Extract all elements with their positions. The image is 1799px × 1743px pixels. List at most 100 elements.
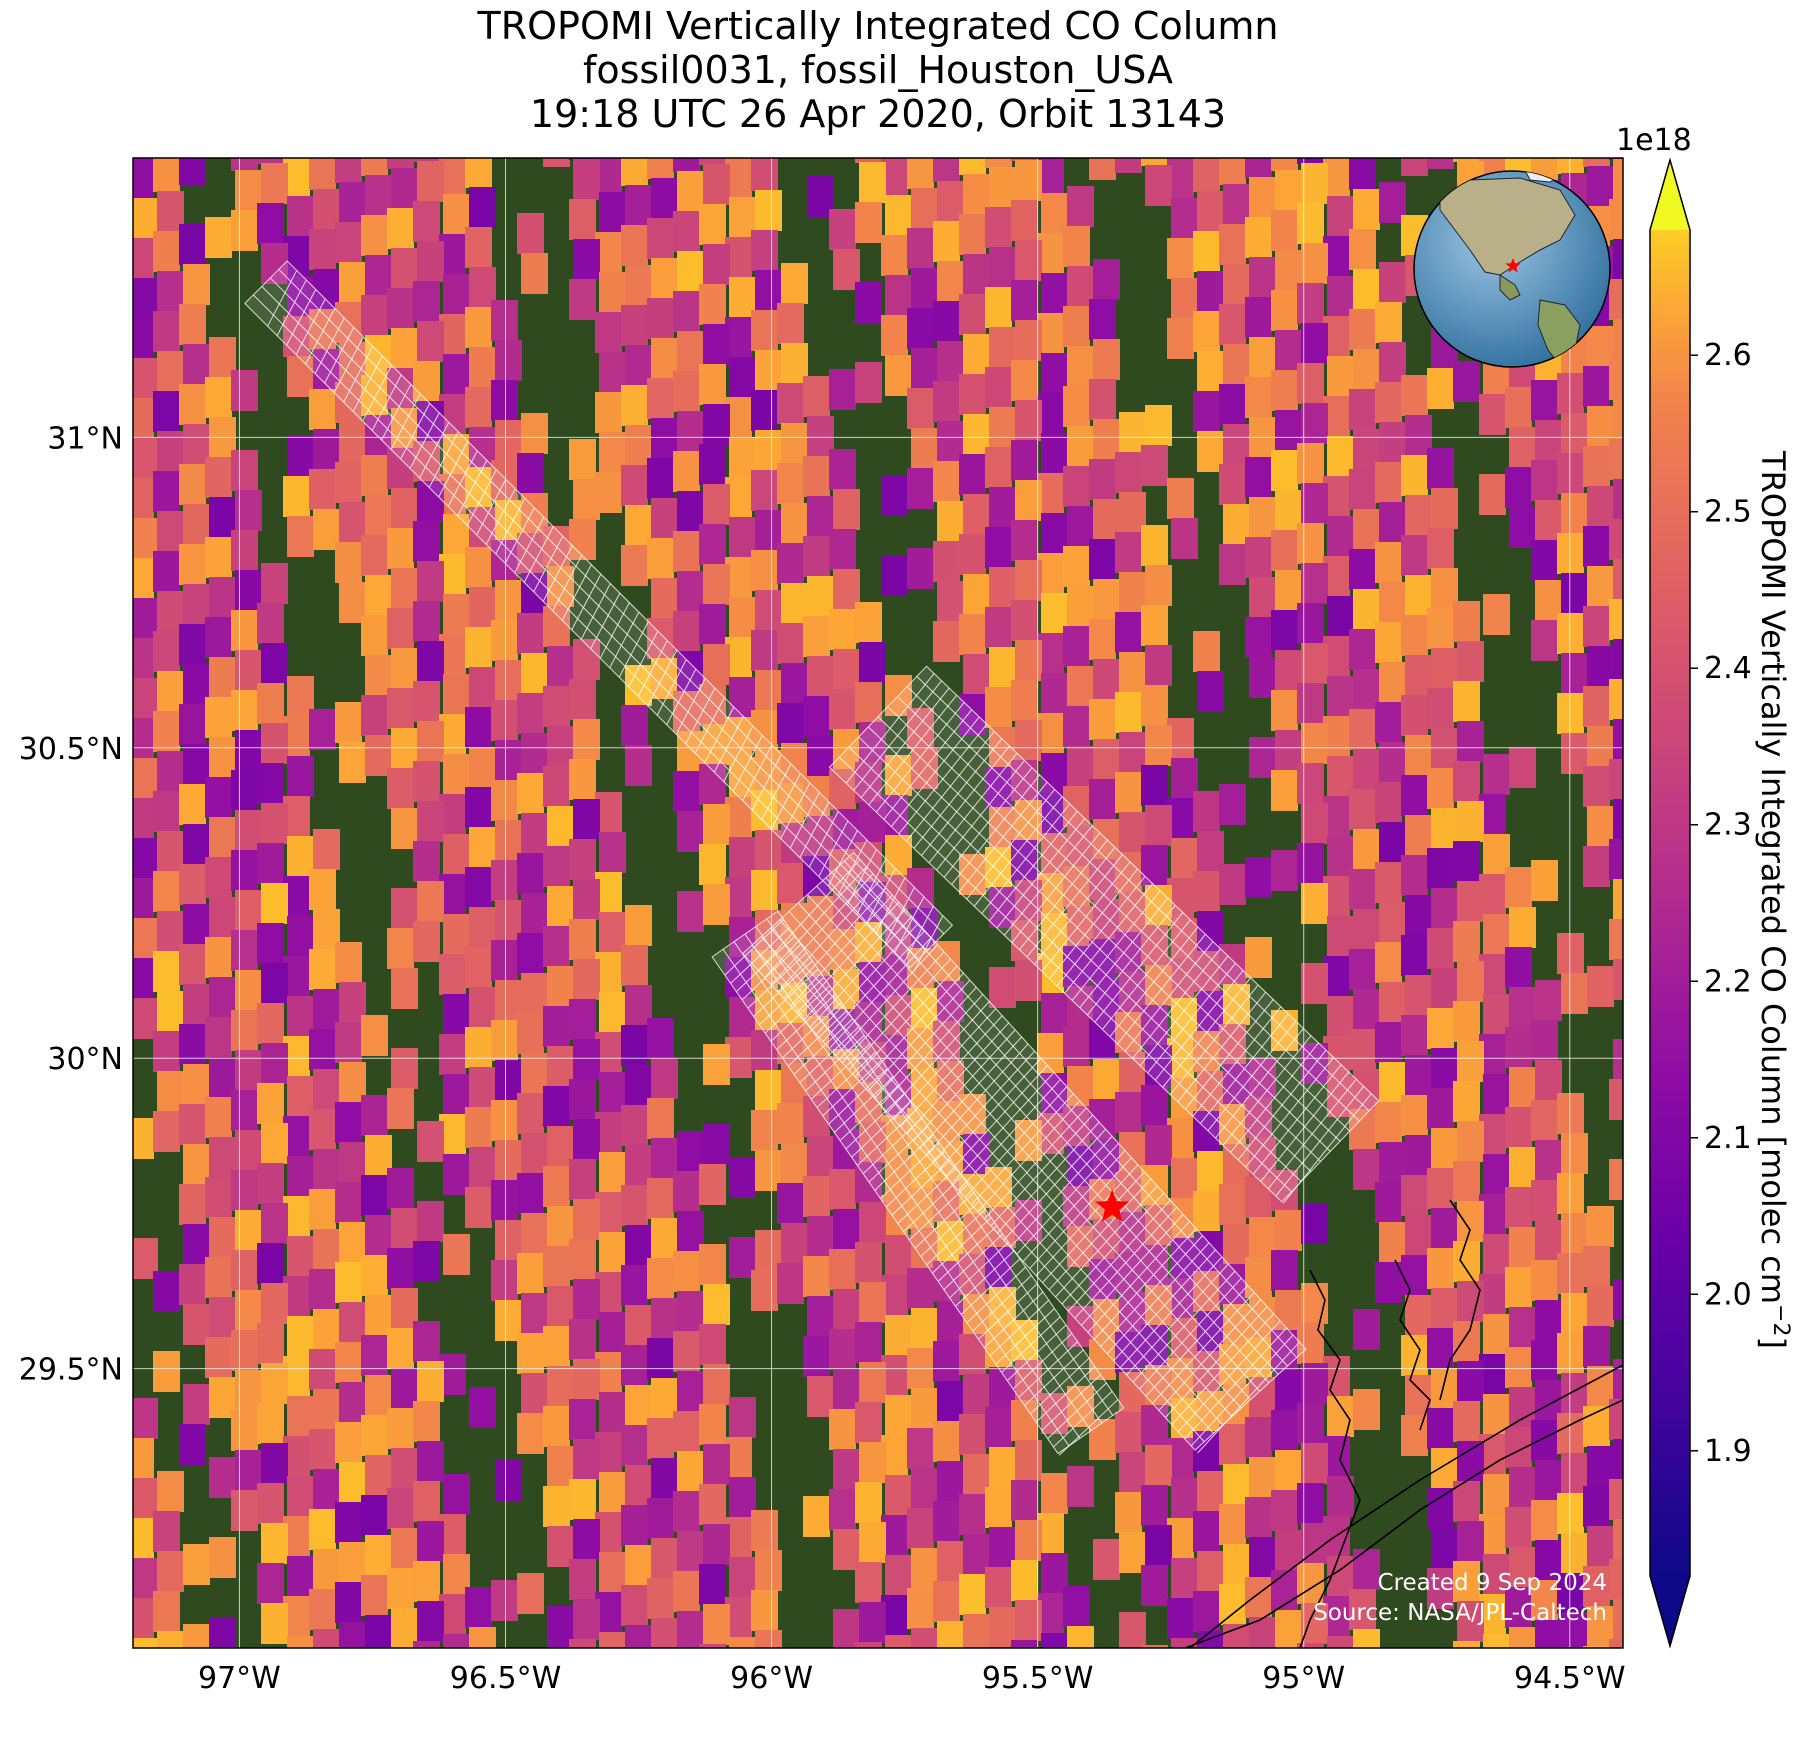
co-pixel <box>413 1321 440 1362</box>
co-pixel <box>1557 533 1584 574</box>
co-pixel <box>179 464 206 505</box>
co-pixel <box>1353 1549 1380 1590</box>
colorbar-tick-label: 1.9 <box>1704 1434 1752 1469</box>
co-pixel <box>309 1349 336 1390</box>
co-pixel <box>1145 645 1172 686</box>
co-pixel <box>1063 1026 1090 1067</box>
map-gridlines <box>133 158 1623 1648</box>
co-pixel <box>465 547 492 588</box>
co-pixel <box>569 1639 596 1648</box>
co-pixel <box>1531 460 1558 501</box>
co-pixel <box>417 1521 444 1562</box>
co-pixel <box>1089 158 1116 180</box>
co-pixel <box>1353 1309 1380 1350</box>
co-pixel <box>703 1604 730 1645</box>
co-pixel <box>1115 158 1142 173</box>
co-pixel <box>647 458 674 499</box>
co-pixel <box>1665 1705 1692 1743</box>
co-pixel <box>1219 1664 1246 1705</box>
co-pixel <box>1063 1586 1090 1627</box>
co-pixel <box>803 1496 830 1537</box>
co-pixel <box>1561 1693 1588 1734</box>
co-pixel <box>569 439 596 480</box>
co-pixel <box>569 1079 596 1120</box>
co-pixel <box>881 475 908 516</box>
co-pixel <box>335 1662 362 1703</box>
co-pixel <box>803 616 830 657</box>
co-pixel <box>413 601 440 642</box>
co-pixel <box>573 719 600 760</box>
co-pixel <box>157 1631 184 1648</box>
co-pixel <box>703 1684 730 1725</box>
co-pixel <box>569 1159 596 1200</box>
co-pixel <box>1245 297 1272 338</box>
co-pixel <box>677 891 704 932</box>
co-pixel <box>1197 671 1224 712</box>
colorbar-tick-label: 2.2 <box>1704 964 1752 999</box>
co-pixel <box>361 455 388 496</box>
co-pixel <box>1011 158 1038 161</box>
co-pixel <box>1145 405 1172 446</box>
co-pixel <box>1219 544 1246 585</box>
co-pixel <box>413 521 440 562</box>
co-pixel <box>1093 339 1120 380</box>
co-pixel <box>517 1333 544 1374</box>
co-pixel <box>1119 1612 1146 1648</box>
co-pixel <box>261 1283 288 1324</box>
co-pixel <box>231 1410 258 1451</box>
colorbar: 1e18 1.9 2.0 2.1 2.2 2.3 2.4 2.5 2.6 TROPOMI Ve… <box>1616 123 1794 1649</box>
co-pixel <box>1245 937 1272 978</box>
co-pixel <box>1011 280 1038 321</box>
co-pixel <box>933 1421 960 1462</box>
co-pixel <box>257 1483 284 1524</box>
co-pixel <box>1145 165 1172 206</box>
co-pixel <box>573 1519 600 1560</box>
co-pixel <box>257 843 284 884</box>
map-panel[interactable]: Created 9 Sep 2024 Source: NASA/JPL-Calt… <box>127 119 1692 1743</box>
co-pixel <box>1613 159 1623 200</box>
co-pixel <box>287 1716 314 1743</box>
co-pixel <box>885 1635 912 1648</box>
co-pixel <box>1583 446 1610 487</box>
co-pixel <box>855 362 882 403</box>
co-pixel <box>361 1495 388 1536</box>
co-pixel <box>703 1124 730 1165</box>
co-pixel <box>1557 613 1584 654</box>
co-pixel <box>439 954 466 995</box>
co-pixel <box>157 1711 184 1743</box>
co-pixel <box>1583 846 1610 887</box>
co-pixel <box>1583 1566 1610 1607</box>
co-pixel <box>1145 1685 1172 1726</box>
co-pixel <box>573 159 600 200</box>
co-pixel <box>183 1384 210 1425</box>
latitude-tick-labels: 31°N 30.5°N 30°N 29.5°N <box>19 421 123 1387</box>
co-pixel <box>127 1678 154 1719</box>
co-pixel <box>261 563 288 604</box>
co-pixel <box>829 529 856 570</box>
co-pixel <box>755 1550 782 1591</box>
co-pixel <box>309 1669 336 1710</box>
co-pixel <box>231 1250 258 1291</box>
co-pixel <box>1375 942 1402 983</box>
co-pixel <box>1141 685 1168 726</box>
co-pixel <box>413 158 440 162</box>
co-pixel <box>1639 1632 1666 1673</box>
co-pixel <box>599 1632 626 1648</box>
co-pixel <box>465 1187 492 1228</box>
co-pixel <box>647 1418 674 1459</box>
co-pixel <box>1301 163 1328 204</box>
co-pixel <box>387 928 414 969</box>
co-pixel <box>625 905 652 946</box>
co-pixel <box>1011 1480 1038 1521</box>
co-pixel <box>1457 881 1484 922</box>
co-pixel <box>1193 1431 1220 1472</box>
co-pixel <box>907 1268 934 1309</box>
plot-title-line-1: TROPOMI Vertically Integrated CO Column <box>477 4 1279 48</box>
co-pixel <box>855 1322 882 1363</box>
co-pixel <box>1301 643 1328 684</box>
co-pixel <box>1375 702 1402 743</box>
co-pixel <box>777 1103 804 1144</box>
co-pixel <box>959 158 986 175</box>
co-pixel <box>133 318 154 359</box>
